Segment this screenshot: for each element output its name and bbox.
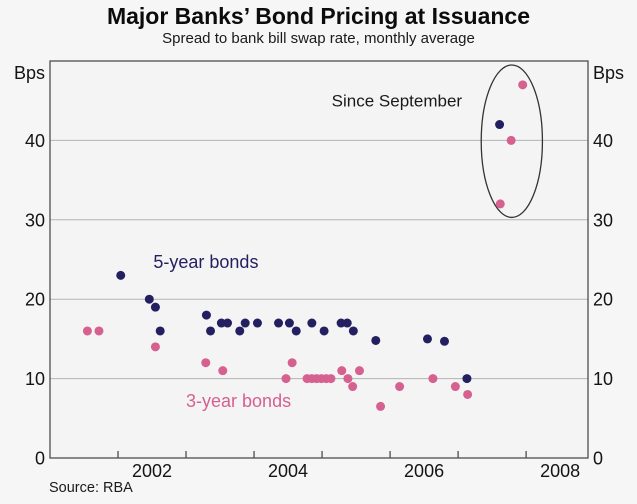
- data-point-3-year-bonds: [82, 326, 92, 336]
- data-point-3-year-bonds: [348, 382, 358, 392]
- data-point-3-year-bonds: [287, 358, 297, 368]
- data-point-3-year-bonds: [94, 326, 104, 336]
- data-point-5-year-bonds: [274, 318, 284, 328]
- data-point-3-year-bonds: [450, 382, 460, 392]
- y-label-right-40: 40: [593, 131, 613, 151]
- data-point-5-year-bonds: [307, 318, 317, 328]
- data-point-3-year-bonds: [518, 80, 528, 90]
- data-point-3-year-bonds: [343, 374, 353, 384]
- series-5-year-bonds: [116, 120, 505, 384]
- data-point-3-year-bonds: [495, 199, 505, 209]
- data-point-5-year-bonds: [223, 318, 233, 328]
- annotation-text: Since September: [332, 92, 463, 111]
- plot-area: [50, 61, 588, 458]
- data-point-5-year-bonds: [284, 318, 294, 328]
- data-point-3-year-bonds: [354, 366, 364, 376]
- data-point-5-year-bonds: [319, 326, 329, 336]
- data-point-5-year-bonds: [150, 302, 160, 312]
- y-axis-unit-left: Bps: [14, 63, 45, 83]
- data-point-3-year-bonds: [326, 374, 336, 384]
- data-point-3-year-bonds: [395, 382, 405, 392]
- chart-title: Major Banks’ Bond Pricing at Issuance: [106, 3, 531, 29]
- data-point-5-year-bonds: [495, 120, 505, 130]
- x-label-2008: 2008: [540, 461, 580, 481]
- data-point-3-year-bonds: [463, 389, 473, 399]
- annotation-ellipse: [480, 64, 544, 219]
- data-point-5-year-bonds: [206, 326, 216, 336]
- data-point-5-year-bonds: [116, 270, 126, 280]
- data-point-5-year-bonds: [371, 335, 381, 345]
- data-point-3-year-bonds: [428, 374, 438, 384]
- y-label-left-10: 10: [25, 369, 45, 389]
- data-point-5-year-bonds: [240, 318, 250, 328]
- data-point-5-year-bonds: [291, 326, 301, 336]
- data-point-5-year-bonds: [462, 374, 472, 384]
- y-label-left-30: 30: [25, 210, 45, 230]
- data-point-3-year-bonds: [506, 135, 516, 145]
- data-point-5-year-bonds: [252, 318, 262, 328]
- data-point-5-year-bonds: [439, 336, 449, 346]
- plot-frame: [49, 60, 589, 459]
- x-label-2006: 2006: [404, 461, 444, 481]
- y-label-right-30: 30: [593, 210, 613, 230]
- source-note: Source: RBA: [49, 480, 133, 496]
- data-point-5-year-bonds: [155, 326, 165, 336]
- data-point-3-year-bonds: [281, 374, 291, 384]
- data-point-3-year-bonds: [218, 366, 228, 376]
- data-point-5-year-bonds: [201, 310, 211, 320]
- data-point-5-year-bonds: [144, 294, 154, 304]
- chart-subtitle: Spread to bank bill swap rate, monthly a…: [162, 30, 475, 47]
- data-point-3-year-bonds: [337, 366, 347, 376]
- data-point-3-year-bonds: [150, 342, 160, 352]
- data-point-3-year-bonds: [201, 358, 211, 368]
- series-label-5-year-bonds: 5-year bonds: [153, 252, 258, 272]
- data-point-3-year-bonds: [376, 401, 386, 411]
- data-point-5-year-bonds: [235, 326, 245, 336]
- data-point-5-year-bonds: [348, 326, 358, 336]
- data-point-5-year-bonds: [422, 334, 432, 344]
- y-label-right-10: 10: [593, 369, 613, 389]
- y-label-right-20: 20: [593, 290, 613, 310]
- data-point-5-year-bonds: [342, 318, 352, 328]
- x-label-2004: 2004: [268, 461, 308, 481]
- y-label-right-0: 0: [593, 449, 603, 469]
- y-axis-unit-right: Bps: [593, 63, 624, 83]
- series-3-year-bonds: [82, 80, 528, 411]
- y-label-left-0: 0: [35, 449, 45, 469]
- series-label-3-year-bonds: 3-year bonds: [186, 391, 291, 411]
- y-label-left-20: 20: [25, 290, 45, 310]
- y-label-left-40: 40: [25, 131, 45, 151]
- x-label-2002: 2002: [132, 461, 172, 481]
